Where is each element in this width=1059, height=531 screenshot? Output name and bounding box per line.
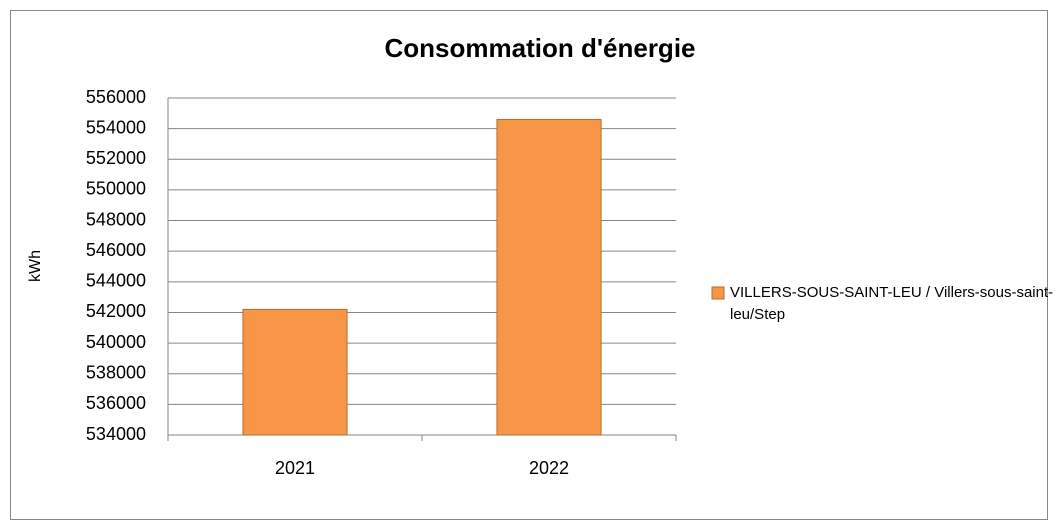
y-tick-label: 538000 <box>86 362 146 382</box>
bar <box>496 118 602 436</box>
y-tick-label: 542000 <box>86 301 146 321</box>
y-tick-label: 550000 <box>86 179 146 199</box>
x-tick-label: 2021 <box>275 458 315 478</box>
legend-swatch <box>711 286 725 300</box>
y-tick-label: 534000 <box>86 424 146 444</box>
y-tick-label: 540000 <box>86 332 146 352</box>
y-tick-label: 556000 <box>86 87 146 107</box>
x-tick-label: 2022 <box>529 458 569 478</box>
y-tick-label: 554000 <box>86 117 146 137</box>
y-tick-label: 552000 <box>86 148 146 168</box>
bar <box>242 308 348 436</box>
y-tick-label: 544000 <box>86 271 146 291</box>
legend-entry: VILLERS-SOUS-SAINT-LEU / Villers-sous-sa… <box>730 284 1054 323</box>
y-axis-label: kWh <box>27 250 44 282</box>
y-tick-label: 546000 <box>86 240 146 260</box>
chart-title: Consommation d'énergie <box>385 33 696 63</box>
y-tick-label: 548000 <box>86 209 146 229</box>
y-tick-label: 536000 <box>86 393 146 413</box>
